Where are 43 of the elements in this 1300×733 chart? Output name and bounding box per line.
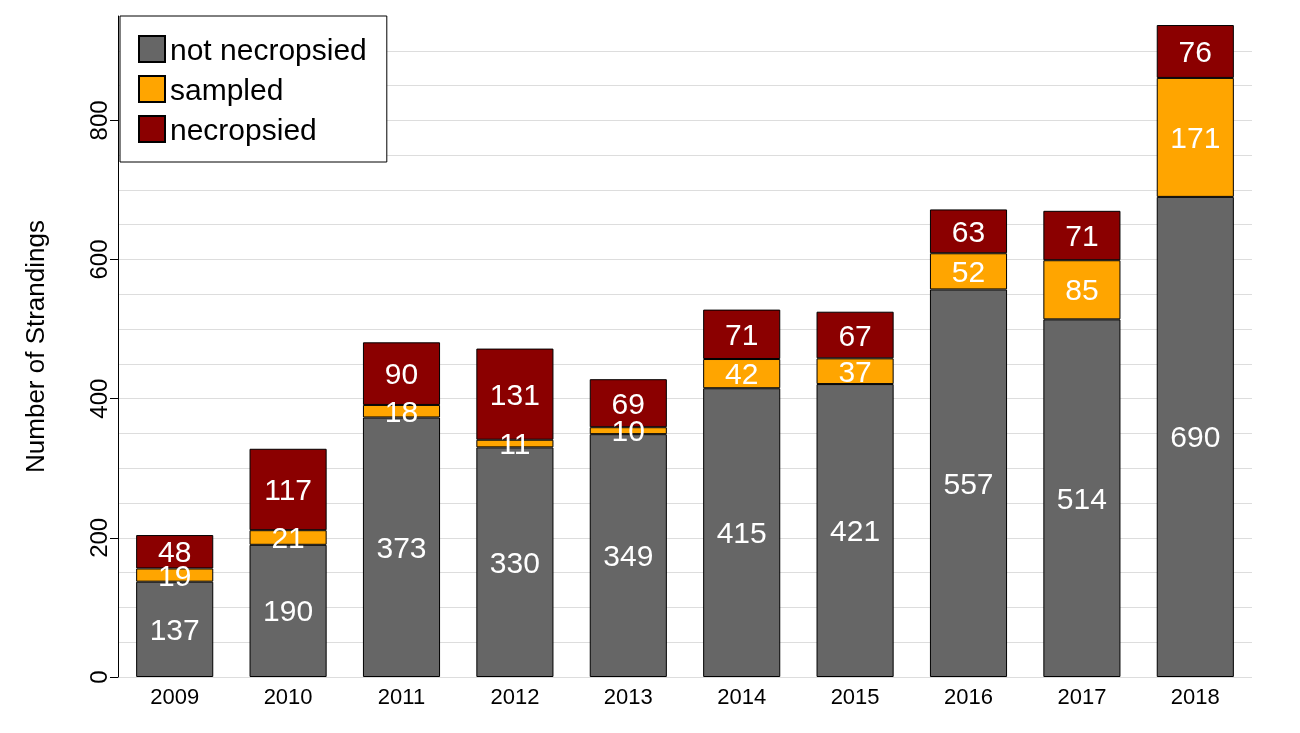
data-label: 69 (611, 386, 645, 420)
data-label: 373 (376, 530, 427, 564)
x-tick-label: 2018 (1170, 683, 1220, 709)
data-label: 85 (1065, 273, 1099, 307)
data-label: 63 (951, 214, 986, 248)
data-label: 349 (603, 539, 654, 573)
data-label: 76 (1178, 34, 1212, 68)
y-tick-label: 0 (84, 670, 112, 684)
x-tick-label: 2014 (717, 683, 767, 709)
data-label: 117 (264, 472, 313, 506)
x-tick-label: 2015 (830, 683, 880, 709)
data-label: 37 (838, 354, 872, 388)
x-tick-label: 2012 (490, 683, 540, 709)
data-label: 190 (263, 594, 314, 628)
y-axis-title: Number of Strandings (20, 220, 50, 473)
x-tick-label: 2011 (377, 683, 426, 709)
x-tick-label: 2016 (944, 683, 993, 709)
data-label: 514 (1056, 481, 1107, 515)
x-tick-label: 2010 (263, 683, 313, 709)
x-tick-label: 2017 (1057, 683, 1107, 709)
data-label: 52 (951, 254, 986, 288)
data-label: 71 (725, 317, 759, 351)
data-label: 330 (489, 545, 540, 579)
y-tick-label: 200 (84, 517, 112, 558)
data-label: 421 (830, 514, 881, 548)
legend-label: not necropsied (170, 32, 367, 66)
data-label: 71 (1065, 219, 1099, 253)
y-tick-label: 800 (84, 100, 112, 141)
y-tick-label: 600 (84, 239, 112, 280)
y-tick-label: 400 (84, 378, 112, 419)
legend-label: necropsied (170, 112, 317, 146)
data-label: 131 (489, 377, 540, 411)
data-label: 90 (384, 357, 419, 391)
data-label: 137 (149, 612, 200, 646)
x-tick-label: 2013 (603, 683, 653, 709)
legend-label: sampled (170, 72, 284, 106)
data-label: 557 (943, 466, 994, 500)
data-label: 171 (1170, 120, 1221, 154)
x-tick-label: 2009 (150, 683, 200, 709)
data-label: 67 (838, 318, 872, 352)
data-label: 415 (716, 516, 767, 550)
data-label: 42 (725, 357, 759, 391)
data-label: 690 (1170, 420, 1221, 454)
